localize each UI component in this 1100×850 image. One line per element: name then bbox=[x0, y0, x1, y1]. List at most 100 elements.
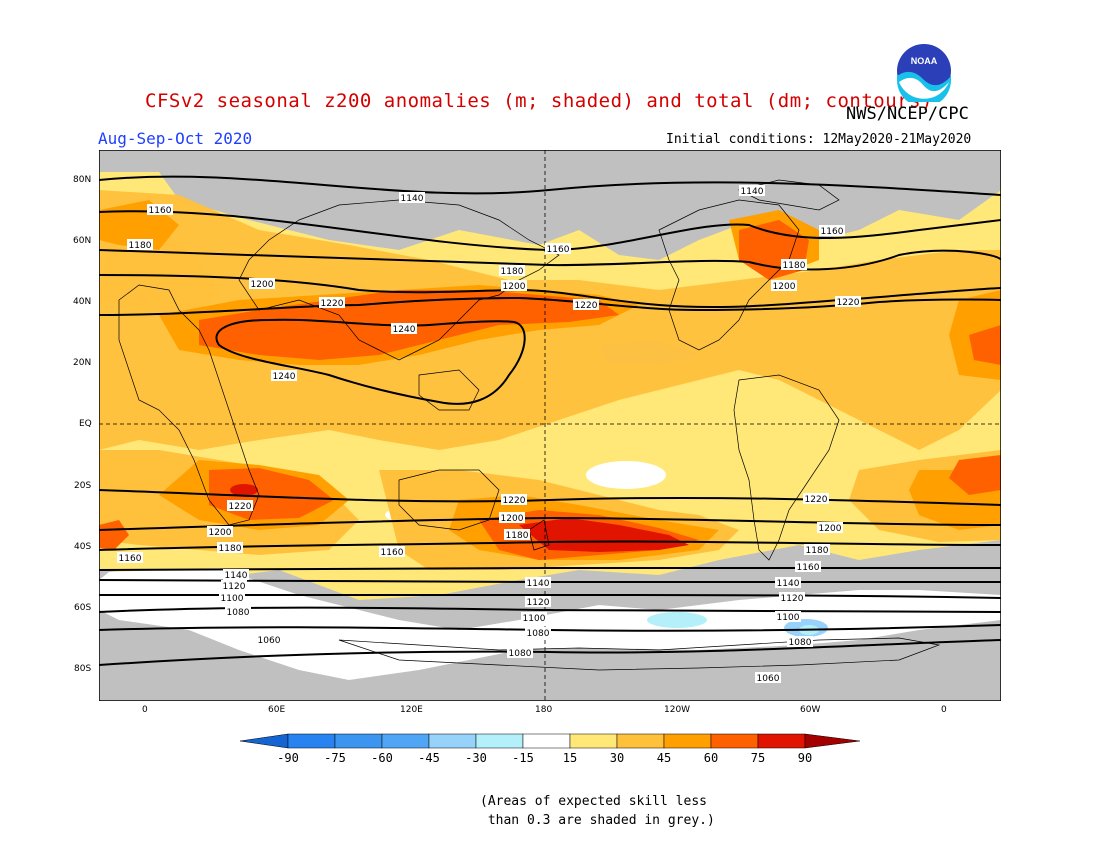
lat-tick: 40S bbox=[74, 542, 92, 552]
contour-label: 1140 bbox=[775, 577, 801, 589]
contour-label: 1140 bbox=[399, 192, 425, 204]
svg-text:1080: 1080 bbox=[227, 608, 250, 618]
contour-label: 1180 bbox=[217, 542, 243, 554]
lon-tick: 120E bbox=[400, 705, 423, 715]
colorbar-arrow-high bbox=[804, 733, 861, 749]
colorbar-segment bbox=[710, 733, 759, 749]
svg-text:1180: 1180 bbox=[506, 531, 529, 541]
svg-text:1120: 1120 bbox=[223, 582, 246, 592]
contour-label: 1080 bbox=[787, 636, 813, 648]
svg-text:1220: 1220 bbox=[321, 299, 344, 309]
contour-label: 1220 bbox=[227, 500, 253, 512]
contour-label: 1060 bbox=[755, 672, 781, 684]
contour-label: 1200 bbox=[499, 512, 525, 524]
lon-tick: 60E bbox=[268, 705, 286, 715]
colorbar-tick: 75 bbox=[751, 751, 765, 765]
colorbar-tick: -90 bbox=[277, 751, 299, 765]
lon-tick: 120W bbox=[664, 705, 691, 715]
contour-label: 1100 bbox=[775, 611, 801, 623]
svg-text:1140: 1140 bbox=[777, 579, 800, 589]
lat-tick: 60S bbox=[74, 603, 92, 613]
colorbar-arrow-low bbox=[239, 733, 289, 749]
colorbar-segment bbox=[522, 733, 571, 749]
svg-text:1200: 1200 bbox=[503, 282, 526, 292]
svg-text:1140: 1140 bbox=[401, 194, 424, 204]
colorbar-tick: 60 bbox=[704, 751, 718, 765]
svg-text:1160: 1160 bbox=[821, 227, 844, 237]
contour-label: 1220 bbox=[573, 299, 599, 311]
contour-label: 1160 bbox=[819, 225, 845, 237]
contour-label: 1200 bbox=[771, 280, 797, 292]
lat-tick: 80S bbox=[74, 664, 92, 674]
svg-text:1240: 1240 bbox=[273, 372, 296, 382]
colorbar-segment bbox=[616, 733, 665, 749]
colorbar-tick: -45 bbox=[418, 751, 440, 765]
svg-text:1080: 1080 bbox=[527, 629, 550, 639]
svg-text:1140: 1140 bbox=[741, 187, 764, 197]
contour-label: 1240 bbox=[271, 370, 297, 382]
contour-label: 1060 bbox=[256, 634, 282, 646]
svg-text:1160: 1160 bbox=[547, 245, 570, 255]
svg-text:1160: 1160 bbox=[381, 548, 404, 558]
forecast-period: Aug-Sep-Oct 2020 bbox=[98, 129, 253, 148]
chart-title: CFSv2 seasonal z200 anomalies (m; shaded… bbox=[145, 90, 933, 112]
svg-text:1060: 1060 bbox=[258, 636, 281, 646]
agency-label: NWS/NCEP/CPC bbox=[846, 104, 969, 124]
contour-label: 1200 bbox=[501, 280, 527, 292]
contour-label: 1220 bbox=[501, 494, 527, 506]
svg-text:1220: 1220 bbox=[229, 502, 252, 512]
contour-label: 1160 bbox=[147, 204, 173, 216]
contour-label: 1200 bbox=[207, 526, 233, 538]
svg-text:1200: 1200 bbox=[501, 514, 524, 524]
colorbar-tick: -30 bbox=[465, 751, 487, 765]
lat-tick: 80N bbox=[73, 175, 92, 185]
contour-label: 1180 bbox=[781, 259, 807, 271]
colorbar-segment bbox=[287, 733, 336, 749]
contour-label: 1160 bbox=[117, 552, 143, 564]
svg-text:1100: 1100 bbox=[777, 613, 800, 623]
contour-label: 1080 bbox=[225, 606, 251, 618]
svg-text:1100: 1100 bbox=[221, 594, 244, 604]
contour-label: 1100 bbox=[219, 592, 245, 604]
contour-label: 1180 bbox=[504, 529, 530, 541]
svg-text:1200: 1200 bbox=[209, 528, 232, 538]
lon-tick: 180 bbox=[535, 705, 553, 715]
svg-text:1100: 1100 bbox=[523, 614, 546, 624]
svg-text:1240: 1240 bbox=[393, 325, 416, 335]
svg-text:1200: 1200 bbox=[251, 280, 274, 290]
colorbar-segment bbox=[569, 733, 618, 749]
contour-label: 1160 bbox=[795, 561, 821, 573]
anomaly-colorbar: -90 -75 -60 -45 -30 -15 15 30 45 60 75 9… bbox=[239, 733, 861, 765]
lat-tick: 20S bbox=[74, 481, 92, 491]
svg-text:1140: 1140 bbox=[225, 571, 248, 581]
svg-text:1080: 1080 bbox=[789, 638, 812, 648]
lon-tick: 0 bbox=[142, 705, 148, 715]
svg-text:1200: 1200 bbox=[773, 282, 796, 292]
lon-tick: 0 bbox=[941, 705, 947, 715]
colorbar-segment bbox=[757, 733, 806, 749]
noaa-logo: NOAA bbox=[894, 41, 954, 102]
svg-text:1080: 1080 bbox=[509, 649, 532, 659]
svg-text:1160: 1160 bbox=[797, 563, 820, 573]
contour-label: 1180 bbox=[804, 544, 830, 556]
contour-labels: 1160 1140 1140 1180 1160 1160 1180 1180 … bbox=[117, 185, 861, 684]
colorbar-tick: 15 bbox=[563, 751, 577, 765]
contour-label: 1200 bbox=[249, 278, 275, 290]
lon-tick: 60W bbox=[800, 705, 821, 715]
contour-label: 1120 bbox=[779, 592, 805, 604]
svg-text:1220: 1220 bbox=[837, 298, 860, 308]
svg-text:1220: 1220 bbox=[503, 496, 526, 506]
anomaly-75-90 bbox=[230, 484, 689, 552]
initial-conditions: Initial conditions: 12May2020-21May2020 bbox=[666, 132, 972, 147]
svg-text:1060: 1060 bbox=[757, 674, 780, 684]
contour-label: 1140 bbox=[739, 185, 765, 197]
colorbar-tick: 45 bbox=[657, 751, 671, 765]
colorbar-segment bbox=[334, 733, 383, 749]
contour-label: 1100 bbox=[521, 612, 547, 624]
colorbar-tick: 30 bbox=[610, 751, 624, 765]
svg-text:NOAA: NOAA bbox=[911, 56, 938, 66]
contour-label: 1220 bbox=[835, 296, 861, 308]
lat-tick: 40N bbox=[73, 297, 92, 307]
contour-label: 1180 bbox=[127, 239, 153, 251]
contour-label: 1140 bbox=[223, 569, 249, 581]
